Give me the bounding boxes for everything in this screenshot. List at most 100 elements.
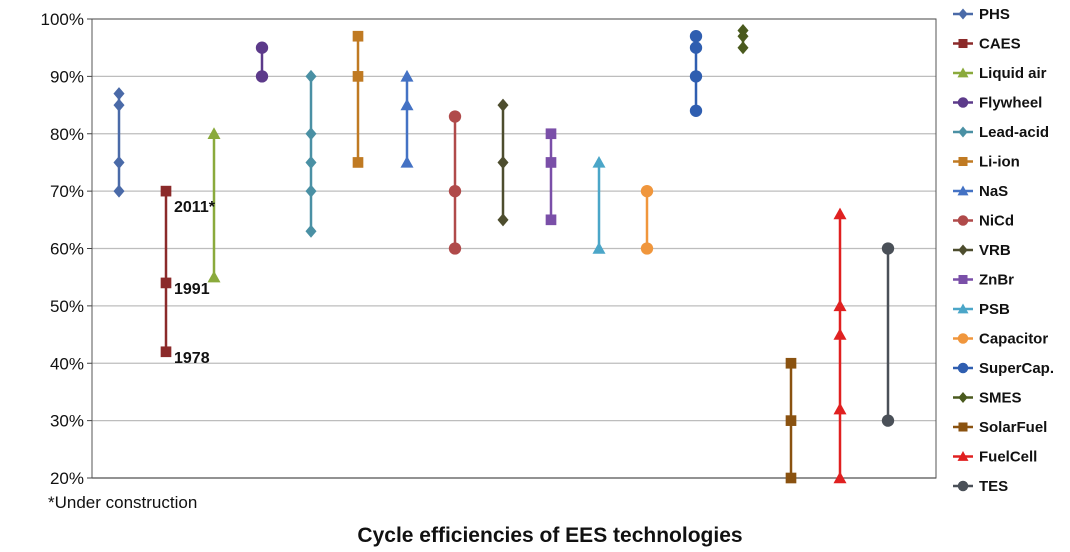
legend-item: PSB [953,301,1010,318]
series-caes [160,185,172,358]
legend-label: SuperCap. [979,360,1054,377]
legend-marker [958,38,968,49]
data-point [592,155,606,168]
legend-item: ZnBr [953,272,1014,289]
series-capacitor [640,184,654,255]
data-point [497,213,509,227]
legend-marker [957,215,969,226]
data-point [113,87,125,101]
data-point [689,41,703,54]
legend-marker [958,274,968,285]
y-tick-label: 90% [50,67,84,86]
data-point [255,41,269,54]
y-tick-label: 80% [50,125,84,144]
y-tick-label: 20% [50,469,84,488]
data-point [545,157,557,168]
data-point [305,184,317,198]
legend-item: PHS [953,6,1010,23]
y-tick-label: 40% [50,354,84,373]
series-psb [592,155,606,254]
data-point [785,472,797,484]
legend: PHS CAES Liquid air Flywheel Lead-acid Li-ion… [953,6,1054,495]
data-point [497,155,509,169]
legend-label: Capacitor [979,331,1048,348]
series-vrb [497,98,509,227]
data-point [689,104,703,117]
legend-label: Liquid air [979,65,1047,82]
data-annotation: 2011* [174,199,216,216]
data-point [448,242,462,255]
data-point [737,23,749,37]
series-tes [881,242,895,427]
series-smes [737,23,749,55]
legend-item: Flywheel [953,95,1042,112]
series-nas [400,69,414,168]
legend-item: CAES [953,36,1021,53]
data-point [833,207,847,220]
legend-label: VRB [979,242,1011,259]
data-point [448,184,462,198]
data-point [160,185,172,197]
y-tick-label: 50% [50,297,84,316]
series-supercap [689,30,703,117]
legend-item: SolarFuel [953,419,1047,436]
legend-item: Lead-acid [953,124,1049,141]
gridlines [91,18,937,479]
data-point [305,155,317,169]
data-point [689,70,703,83]
data-point [352,30,364,42]
data-point [785,415,797,426]
legend-label: Flywheel [979,95,1042,112]
data-annotation: 1991 [174,281,210,298]
data-point [689,30,703,43]
legend-marker [957,185,969,196]
legend-marker [957,67,969,78]
data-point [160,346,172,358]
legend-marker [957,333,969,344]
data-point [400,155,414,168]
data-point [255,70,269,83]
legend-item: Liquid air [953,65,1047,82]
legend-marker [958,8,968,20]
legend-label: NiCd [979,213,1014,230]
data-point [305,127,317,141]
data-point [833,402,847,415]
annotations: 2011* 1991 1978 [174,199,216,367]
data-point [113,98,125,112]
series-solarfuel [785,357,797,484]
legend-marker [958,422,968,432]
x-axis-title: Cycle efficiencies of EES technologies [357,524,742,547]
data-point [785,357,797,369]
data-point [737,41,749,55]
legend-label: Li-ion [979,154,1020,171]
legend-item: FuelCell [953,449,1037,466]
series-znbr [545,128,557,226]
legend-label: SolarFuel [979,419,1047,436]
data-point [352,71,364,82]
data-point [207,270,221,283]
legend-marker [958,156,968,167]
legend-label: PSB [979,301,1010,318]
legend-label: NaS [979,183,1008,200]
data-point [833,471,847,484]
legend-marker [958,126,968,138]
data-point [352,157,364,168]
data-point [400,69,414,82]
legend-label: Lead-acid [979,124,1049,141]
series-phs [113,87,125,198]
data-point [160,277,172,289]
legend-item: SMES [953,390,1022,407]
legend-label: PHS [979,6,1010,23]
data-point [113,184,125,198]
legend-label: FuelCell [979,449,1037,466]
data-point [640,184,654,198]
data-annotation: 1978 [174,350,210,367]
data-series [113,23,895,484]
series-lead-acid [305,69,317,238]
legend-marker [957,362,969,374]
legend-item: Li-ion [953,154,1020,171]
legend-item: TES [953,478,1008,495]
legend-item: VRB [953,242,1011,259]
series-flywheel [255,41,269,83]
data-point [305,69,317,83]
